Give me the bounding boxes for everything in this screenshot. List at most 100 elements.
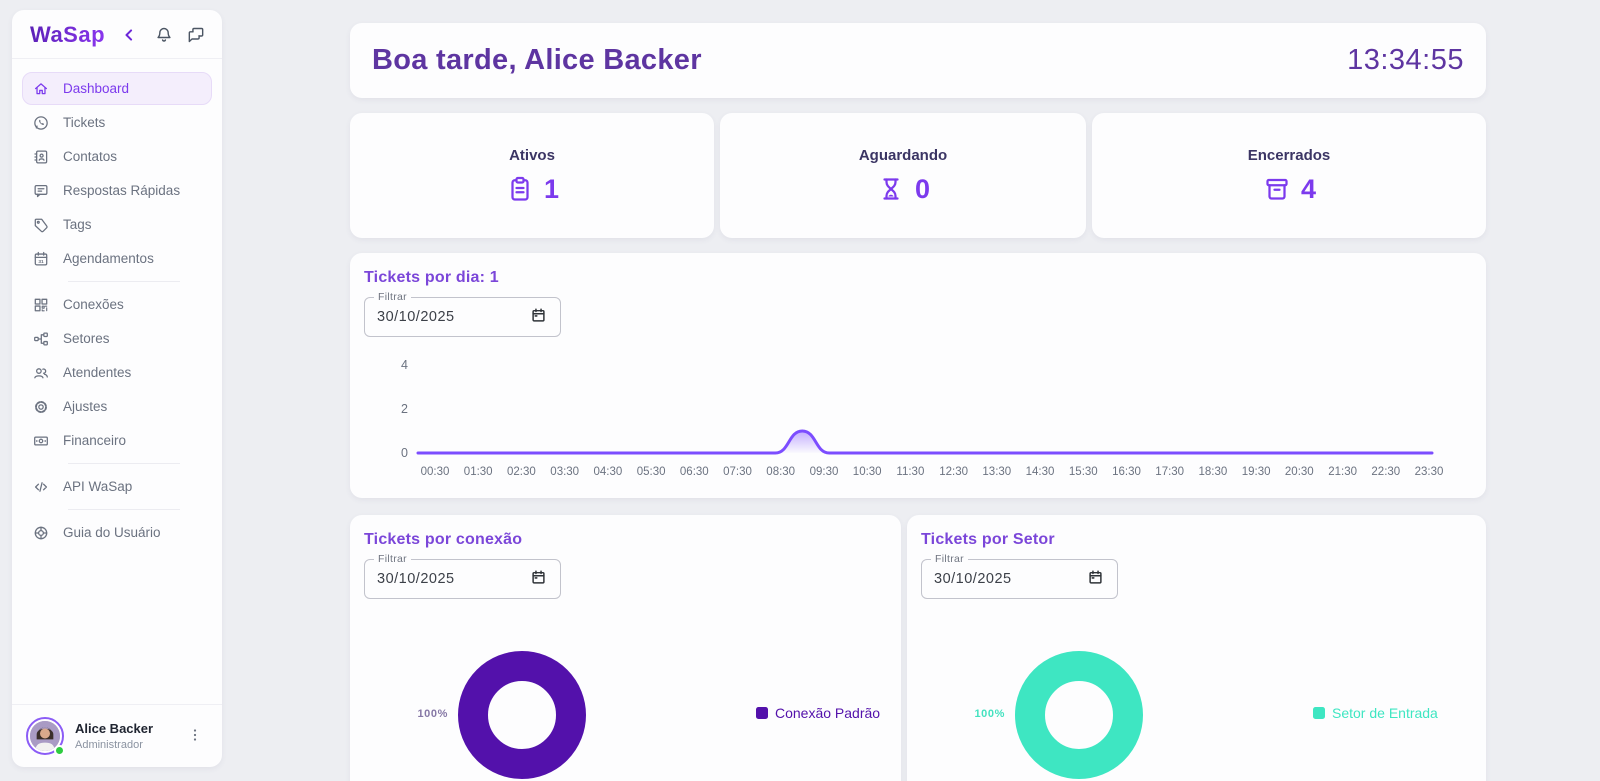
x-axis-tick: 10:30 [853,466,882,478]
calendar-picker-button[interactable] [528,307,548,327]
sidebar-item-financeiro[interactable]: Financeiro [22,424,212,457]
nav-divider [68,509,180,510]
tickets-per-day-card: Tickets por dia: 1 Filtrar 0 2 4 00:30 01:30… [350,253,1486,498]
kebab-icon [186,726,204,744]
archive-icon [1262,174,1292,204]
legend-label: Setor de Entrada [1332,705,1438,721]
x-axis-tick: 02:30 [507,466,536,478]
home-icon [32,80,50,98]
sidebar-item-label: Setores [63,331,110,346]
sidebar-item-contatos[interactable]: Contatos [22,140,212,173]
users-icon [32,364,50,382]
qr-code-icon [32,296,50,314]
gear-icon [32,398,50,416]
stat-card-encerrados: Encerrados 4 [1092,113,1486,238]
notifications-button[interactable] [152,23,175,47]
filter-label: Filtrar [374,553,411,565]
donut-row: Tickets por conexão Filtrar 100% Conexão… [350,515,1486,781]
sidebar-header: WaSap [12,10,222,59]
stat-label: Aguardando [858,146,948,164]
x-axis-tick: 07:30 [723,466,752,478]
nav-divider [68,463,180,464]
x-axis-tick: 04:30 [594,466,623,478]
sidebar: WaSap Dashboard Tickets Contatos Respostas … [12,10,222,767]
donut-svg [1015,651,1143,779]
date-filter-connection[interactable]: Filtrar [364,553,561,599]
legend-marker [1313,707,1325,719]
tickets-per-sector-title: Tickets por Setor [921,531,1055,548]
sidebar-item-label: Tickets [63,115,106,130]
app-logo: WaSap [30,22,106,47]
x-axis-tick: 05:30 [637,466,666,478]
y-axis-tick: 0 [401,446,408,460]
donut-percentage-label: 100% [417,708,448,720]
stat-card-aguardando: Aguardando 0 [720,113,1086,238]
avatar [26,717,65,756]
chart-legend[interactable]: Conexão Padrão [756,705,880,721]
contacts-icon [32,148,50,166]
tickets-per-connection-card: Tickets por conexão Filtrar 100% Conexão… [350,515,901,781]
online-status-dot [54,745,65,756]
tag-icon [32,216,50,234]
legend-marker [756,707,768,719]
sidebar-item-api-wasap[interactable]: API WaSap [22,470,212,503]
x-axis-tick: 13:30 [982,466,1011,478]
sidebar-item-label: Financeiro [63,433,127,448]
sidebar-item-atendentes[interactable]: Atendentes [22,356,212,389]
greeting-card: Boa tarde, Alice Backer 13:34:55 [350,23,1486,98]
calendar-picker-button[interactable] [1085,569,1105,589]
x-axis-tick: 11:30 [896,466,924,478]
line-chart: 0 2 4 00:30 01:30 02:30 03:30 04:30 05:30 06:30 07… [358,349,1482,494]
calendar-icon [530,569,547,586]
stat-label: Ativos [509,146,555,164]
page-greeting: Boa tarde, Alice Backer [372,44,702,76]
calendar-picker-button[interactable] [528,569,548,589]
sidebar-item-ajustes[interactable]: Ajustes [22,390,212,423]
x-axis-tick: 09:30 [810,466,839,478]
nav-divider [68,281,180,282]
date-input-sector[interactable] [934,571,1085,587]
x-axis-tick: 12:30 [939,466,968,478]
sidebar-item-guia-do-usuario[interactable]: Guia do Usuário [22,516,212,549]
sidebar-item-label: Conexões [63,297,124,312]
sidebar-item-conexoes[interactable]: Conexões [22,288,212,321]
stats-row: Ativos 1 Aguardando 0 Encerrados 4 [350,113,1486,238]
sidebar-nav: Dashboard Tickets Contatos Respostas Rápida… [12,59,222,704]
filter-label: Filtrar [931,553,968,565]
sidebar-item-dashboard[interactable]: Dashboard [22,72,212,105]
x-axis-tick: 15:30 [1069,466,1098,478]
lifebuoy-icon [32,524,50,542]
date-input-connection[interactable] [377,571,528,587]
user-role: Administrador [75,739,143,751]
calendar-icon [530,307,547,324]
donut-svg [458,651,586,779]
sidebar-item-tags[interactable]: Tags [22,208,212,241]
chart-legend[interactable]: Setor de Entrada [1313,705,1438,721]
x-axis-tick: 00:30 [421,466,450,478]
user-name: Alice Backer [75,721,154,736]
date-filter-day[interactable]: Filtrar [364,291,561,337]
sidebar-item-respostas-rapidas[interactable]: Respostas Rápidas [22,174,212,207]
sidebar-item-label: Agendamentos [63,251,154,266]
quick-reply-icon [32,182,50,200]
sidebar-item-agendamentos[interactable]: 31 Agendamentos [22,242,212,275]
collapse-sidebar-button[interactable] [117,23,140,47]
sidebar-item-label: Guia do Usuário [63,525,161,540]
sidebar-item-label: Respostas Rápidas [63,183,181,198]
sidebar-item-label: Dashboard [63,81,130,96]
y-axis-tick: 2 [401,402,408,416]
chats-button[interactable] [185,23,208,47]
main-content: Boa tarde, Alice Backer 13:34:55 Ativos 1… [350,0,1486,781]
sidebar-item-label: Atendentes [63,365,132,380]
sidebar-item-setores[interactable]: Setores [22,322,212,355]
clipboard-icon [505,174,535,204]
sidebar-item-tickets[interactable]: Tickets [22,106,212,139]
x-axis-tick: 01:30 [464,466,493,478]
date-input-day[interactable] [377,309,528,325]
user-menu-button[interactable] [182,722,208,751]
x-axis-tick: 03:30 [550,466,579,478]
svg-text:31: 31 [38,258,44,264]
date-filter-sector[interactable]: Filtrar [921,553,1118,599]
clock: 13:34:55 [1347,44,1464,76]
tickets-per-sector-card: Tickets por Setor Filtrar 100% Setor de … [907,515,1486,781]
